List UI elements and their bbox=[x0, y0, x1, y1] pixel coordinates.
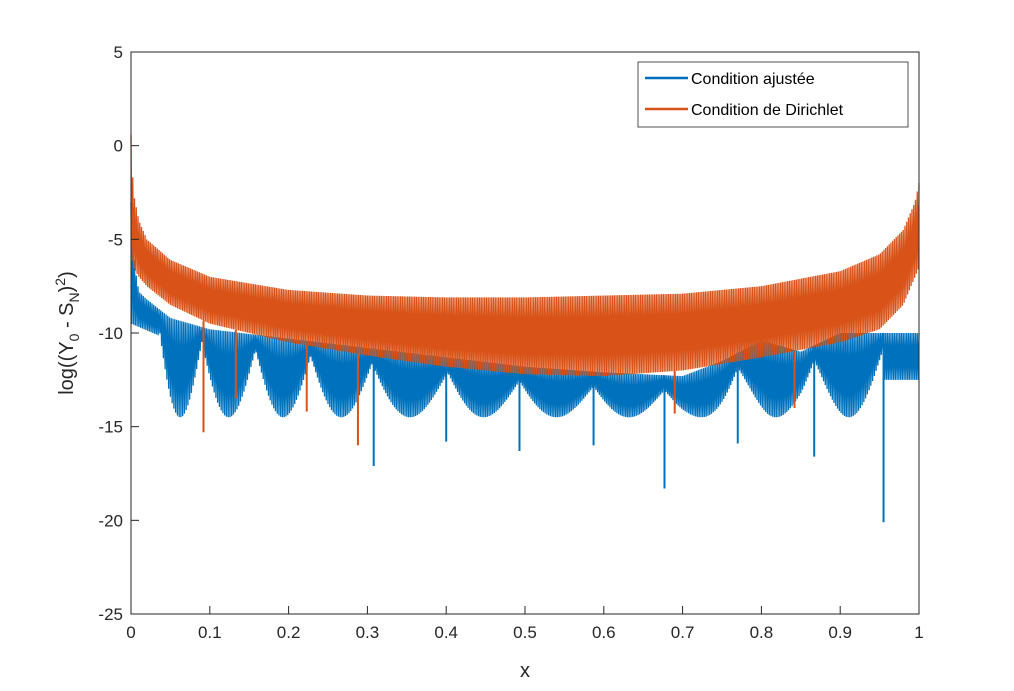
legend-label-adjusted: Condition ajustée bbox=[691, 71, 815, 88]
y-label-part: ) bbox=[56, 271, 78, 278]
x-axis-label: x bbox=[520, 660, 530, 682]
x-tick-label: 0.6 bbox=[592, 623, 616, 642]
series-layer bbox=[130, 134, 920, 523]
x-tick-label: 0.3 bbox=[356, 623, 380, 642]
series-line-adjusted bbox=[130, 201, 920, 418]
legend-box bbox=[637, 61, 909, 128]
legend-label-dirichlet: Condition de Dirichlet bbox=[691, 102, 844, 119]
x-tick-label: 0.8 bbox=[750, 623, 774, 642]
y-label-sub: 0 bbox=[66, 333, 82, 341]
series-line-dirichlet bbox=[130, 134, 920, 377]
y-label-part: - S bbox=[56, 302, 78, 333]
x-tick-label: 1 bbox=[914, 623, 923, 642]
ticks-layer: 0 0.1 0.2 0.3 0.4 0.5 0.6 0.7 0.8 0.9 1 5 0 -5 -10 -15 -… bbox=[98, 43, 923, 642]
x-tick-label: 0.5 bbox=[513, 623, 537, 642]
y-label-sub: N bbox=[66, 292, 82, 302]
y-tick-label: -25 bbox=[98, 605, 123, 624]
y-tick-label: 0 bbox=[114, 137, 123, 156]
x-tick-label: 0.4 bbox=[434, 623, 458, 642]
y-label-part: ) bbox=[56, 286, 78, 293]
x-tick-label: 0.9 bbox=[828, 623, 852, 642]
y-axis-label: log((Y0 - SN)2) bbox=[52, 271, 82, 395]
x-tick-label: 0.7 bbox=[671, 623, 695, 642]
y-tick-label: 5 bbox=[114, 43, 123, 62]
y-label-sup: 2 bbox=[52, 278, 68, 286]
y-tick-label: -20 bbox=[98, 511, 123, 530]
x-tick-label: 0.2 bbox=[277, 623, 301, 642]
x-tick-label: 0.1 bbox=[198, 623, 222, 642]
legend: Condition ajustée Condition de Dirichlet bbox=[637, 61, 909, 128]
y-tick-label: -5 bbox=[108, 230, 123, 249]
svg-text:log((Y0 - SN)2): log((Y0 - SN)2) bbox=[52, 271, 82, 395]
y-label-part: log((Y bbox=[56, 341, 78, 394]
y-tick-label: -15 bbox=[98, 418, 123, 437]
y-tick-label: -10 bbox=[98, 324, 123, 343]
x-tick-label: 0 bbox=[126, 623, 135, 642]
